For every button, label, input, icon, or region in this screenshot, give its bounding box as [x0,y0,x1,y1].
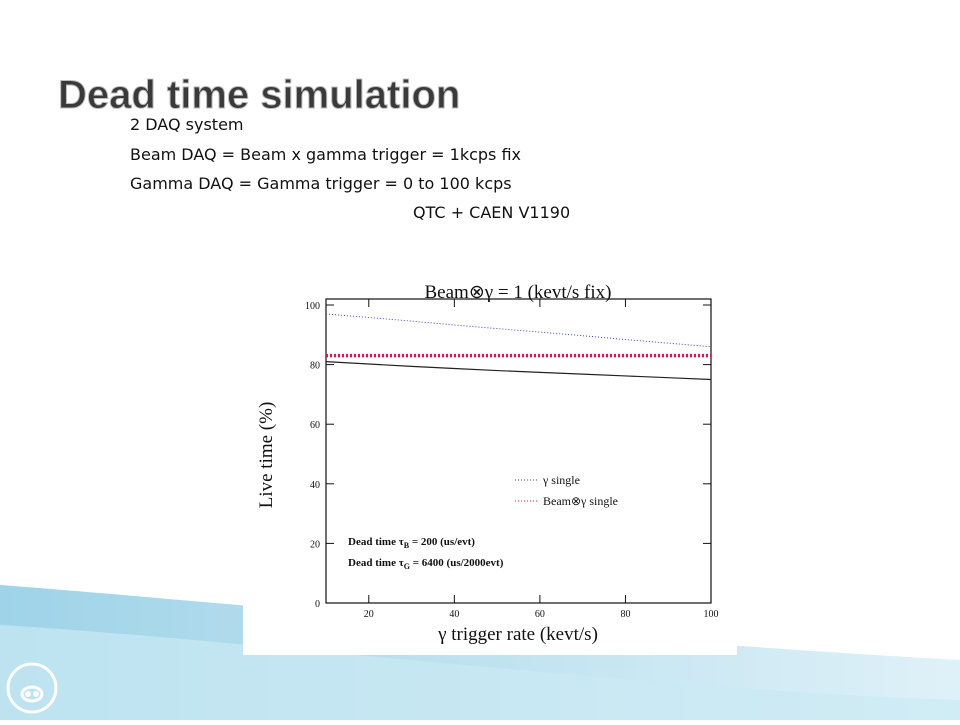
x-axis-label: γ trigger rate (kevt/s) [437,624,598,645]
y-tick-label: 80 [310,361,320,372]
x-tick-label: 40 [449,609,459,620]
slide-line: QTC + CAEN V1190 [413,203,570,222]
plot-frame [325,298,712,604]
y-tick-label: 40 [310,480,320,491]
annotation: Dead time τG = 6400 (us/2000evt) [348,557,504,571]
slide-line: Beam DAQ = Beam x gamma trigger = 1kcps … [130,145,521,164]
x-tick-label: 80 [620,609,630,620]
annotation-part: = 200 (us/evt) [409,536,475,548]
y-tick-label: 100 [305,301,320,312]
y-tick-label: 20 [310,539,320,550]
slide-line: Gamma DAQ = Gamma trigger = 0 to 100 kcp… [130,174,512,193]
y-axis-label: Live time (%) [256,402,277,509]
y-tick-label: 60 [310,420,320,431]
x-tick-label: 100 [704,609,719,620]
slide-line: 2 DAQ system [130,115,244,134]
slide-title: Dead time simulation [58,73,460,117]
chart-title: Beam⊗γ = 1 (kevt/s fix) [425,282,612,303]
series-line [325,361,712,381]
pig-icon [6,662,58,714]
chart-panel [243,268,737,655]
x-tick-label: 20 [364,609,374,620]
legend-label: Beam⊗γ single [543,494,618,508]
y-tick-label: 0 [315,599,320,610]
annotation-part: = 6400 (us/2000evt) [410,557,504,569]
annotation-part: Dead time τ [348,557,404,569]
annotation: Dead time τB = 200 (us/evt) [348,536,475,550]
annotation-part: Dead time τ [348,536,404,548]
x-tick-label: 60 [535,609,545,620]
annotation-part: B [404,541,410,550]
legend-label: γ single [542,473,580,487]
background-wave [0,625,960,720]
annotation-part: G [404,562,410,571]
